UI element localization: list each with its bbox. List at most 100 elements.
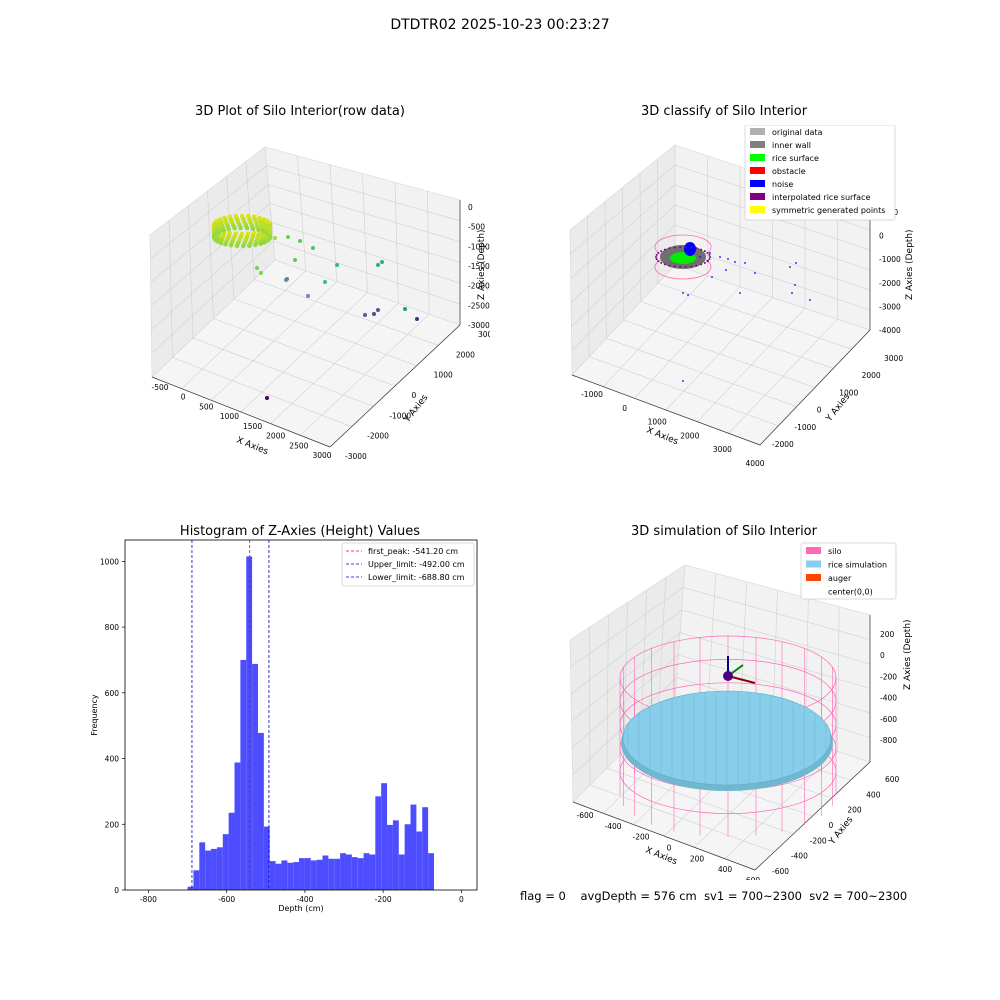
z-tick-label: -400 bbox=[880, 694, 897, 703]
x-tick-label: 0 bbox=[667, 844, 672, 853]
data-point bbox=[238, 225, 243, 231]
z-tick-label: -2000 bbox=[879, 279, 901, 288]
legend-swatch bbox=[806, 574, 821, 581]
y-tick-label: -3000 bbox=[345, 452, 367, 461]
sv1-text: sv1 = 700~2300 bbox=[704, 889, 802, 903]
histogram-bar bbox=[375, 796, 382, 890]
histogram-xlabel: Depth (cm) bbox=[278, 904, 323, 913]
z-tick-label: -2000 bbox=[468, 282, 490, 291]
histogram-ylabel: Frequency bbox=[90, 694, 99, 736]
y-tick-label: -2000 bbox=[367, 432, 389, 441]
data-point bbox=[226, 226, 231, 232]
y-axis-line bbox=[754, 761, 871, 871]
y-tick-label: 400 bbox=[866, 790, 881, 799]
z-tick-label: -2500 bbox=[468, 301, 490, 310]
grid-line bbox=[724, 606, 840, 859]
y-tick-label: 800 bbox=[105, 623, 120, 632]
data-point bbox=[660, 261, 663, 264]
y-tick-label: -200 bbox=[810, 836, 827, 845]
x-tick-label: 2000 bbox=[266, 432, 285, 441]
data-point bbox=[255, 266, 259, 270]
data-point bbox=[719, 256, 721, 258]
data-point bbox=[293, 258, 297, 262]
data-point bbox=[687, 294, 689, 296]
legend-swatch bbox=[750, 167, 765, 174]
y-tick-label: 600 bbox=[105, 689, 120, 698]
x-tick-label: 600 bbox=[746, 876, 761, 880]
panel2-legend: original data inner wall rice surface obsta… bbox=[744, 125, 896, 221]
histogram-bar bbox=[387, 824, 393, 890]
histogram-bar bbox=[304, 858, 311, 890]
data-point bbox=[668, 247, 671, 250]
data-point bbox=[703, 250, 706, 253]
x-tick-label: 200 bbox=[690, 854, 705, 863]
data-point bbox=[267, 227, 272, 233]
data-point bbox=[232, 226, 237, 231]
panel4-legend: silo rice simulation auger center(0,0) bbox=[800, 542, 897, 600]
y-tick-label: -1000 bbox=[389, 411, 411, 420]
data-point bbox=[707, 260, 709, 262]
data-point bbox=[376, 263, 380, 267]
data-point bbox=[699, 256, 701, 258]
data-point bbox=[673, 265, 676, 268]
histogram-bar bbox=[392, 820, 399, 890]
y-tick-label: -1000 bbox=[794, 423, 816, 432]
x-axis-line bbox=[571, 374, 761, 446]
legend-swatch bbox=[750, 141, 765, 148]
data-point bbox=[260, 241, 264, 245]
data-point bbox=[221, 227, 226, 233]
y-axis-line bbox=[329, 324, 461, 448]
histogram-bar bbox=[428, 853, 434, 890]
panel2-zlabel: Z Axies (Depth) bbox=[905, 229, 915, 300]
data-point bbox=[267, 230, 273, 236]
x-tick-label: 1000 bbox=[220, 412, 239, 421]
histogram-ticks: -800 -600 -400 -200 0 0 200 400 600 800 1000 bbox=[100, 557, 464, 904]
y-tick-label: 1000 bbox=[839, 388, 858, 397]
data-point bbox=[703, 261, 706, 264]
data-point bbox=[663, 263, 666, 266]
histogram-bar bbox=[246, 556, 253, 890]
z-tick-label: 0 bbox=[468, 203, 473, 212]
data-point bbox=[695, 247, 698, 250]
histogram-bar bbox=[381, 783, 388, 890]
histogram-bar bbox=[299, 858, 305, 890]
data-point bbox=[734, 261, 736, 263]
data-point bbox=[335, 263, 339, 267]
histogram-bar bbox=[187, 886, 194, 890]
data-point bbox=[217, 229, 222, 234]
x-tick-label: -200 bbox=[375, 895, 392, 904]
x-tick-label: -1000 bbox=[581, 390, 603, 399]
center-point bbox=[723, 671, 733, 681]
histogram-bar bbox=[240, 659, 247, 890]
panel1-axes-box bbox=[149, 146, 461, 448]
data-point bbox=[695, 264, 698, 267]
x-axis-line bbox=[572, 801, 756, 871]
data-point bbox=[657, 260, 660, 263]
data-point bbox=[403, 307, 407, 311]
data-point bbox=[265, 396, 269, 400]
histogram-bar bbox=[410, 804, 417, 890]
histogram-bar bbox=[340, 853, 346, 890]
grid-line bbox=[570, 184, 871, 279]
histogram-bar bbox=[369, 854, 376, 890]
x-tick-label: 1000 bbox=[648, 418, 667, 427]
legend-label: auger bbox=[828, 574, 852, 583]
z-tick-label: -1000 bbox=[879, 255, 901, 264]
footer-status: flag = 0 avgDepth = 576 cm sv1 = 700~230… bbox=[520, 889, 907, 903]
grid-line bbox=[570, 609, 871, 695]
grid-line bbox=[245, 161, 439, 346]
x-tick-label: 2500 bbox=[289, 441, 308, 450]
y-tick-label: 0 bbox=[412, 391, 417, 400]
grid-line bbox=[150, 184, 461, 283]
data-point bbox=[259, 271, 263, 275]
data-point bbox=[708, 253, 711, 256]
data-point bbox=[306, 294, 310, 298]
panel2-axes-box bbox=[569, 144, 871, 446]
histogram-bar bbox=[205, 850, 212, 890]
histogram-bar bbox=[287, 862, 294, 890]
y-tick-label: 400 bbox=[105, 755, 120, 764]
data-point bbox=[311, 246, 315, 250]
legend-swatch bbox=[806, 560, 821, 568]
